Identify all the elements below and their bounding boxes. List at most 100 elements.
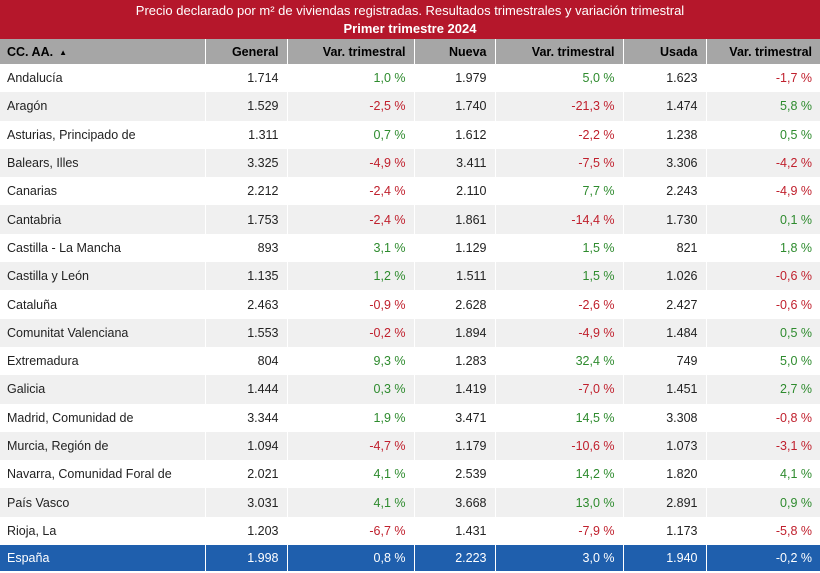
cell-var-nueva: 7,7 % — [494, 177, 623, 206]
cell-nueva: 1.612 — [413, 120, 495, 149]
cell-var-usada: -4,2 % — [705, 148, 820, 178]
cell-var-general: -6,7 % — [286, 516, 414, 546]
cell-var-usada: 5,8 % — [705, 92, 820, 121]
cell-general: 1.444 — [204, 375, 287, 404]
table-row: Galicia 1.444 0,3 % 1.419 -7,0 % 1.451 2,7 % — [0, 375, 820, 404]
cell-var-general: 1,2 % — [286, 262, 414, 291]
cell-usada: 749 — [622, 346, 706, 376]
cell-nueva: 1.894 — [413, 318, 495, 347]
cell-var-general: 1,9 % — [286, 403, 414, 432]
cell-var-nueva: -21,3 % — [494, 92, 623, 121]
cell-general: 1.529 — [204, 92, 287, 121]
cell-var-usada: -0,8 % — [705, 403, 820, 432]
cell-usada: 1.940 — [622, 545, 706, 572]
sort-ascending-icon[interactable]: ▲ — [59, 47, 67, 57]
cell-general: 1.311 — [204, 120, 287, 149]
table-body: Andalucía 1.714 1,0 % 1.979 5,0 % 1.623 -1,7 %… — [0, 64, 820, 572]
cell-general: 2.021 — [204, 460, 287, 489]
header-var-usada[interactable]: Var. trimestral — [705, 39, 820, 64]
header-nueva[interactable]: Nueva — [413, 39, 495, 64]
cell-nueva: 1.861 — [413, 205, 495, 234]
title-line-2: Primer trimestre 2024 — [343, 20, 477, 36]
cell-region: Extremadura — [0, 346, 205, 376]
cell-general: 893 — [204, 233, 287, 263]
table-row: Canarias 2.212 -2,4 % 2.110 7,7 % 2.243 -4,9 % — [0, 177, 820, 206]
cell-region: Canarias — [0, 177, 205, 206]
cell-region: Asturias, Principado de — [0, 120, 205, 149]
cell-var-general: -2,4 % — [286, 205, 414, 234]
cell-var-usada: 4,1 % — [705, 460, 820, 489]
cell-var-nueva: 5,0 % — [494, 64, 623, 93]
cell-var-general: 0,8 % — [286, 545, 414, 572]
cell-nueva: 2.539 — [413, 460, 495, 489]
table-title: Precio declarado por m² de viviendas reg… — [0, 0, 820, 39]
cell-general: 2.212 — [204, 177, 287, 206]
table-row: Madrid, Comunidad de 3.344 1,9 % 3.471 14,5 … — [0, 403, 820, 432]
table-row: Aragón 1.529 -2,5 % 1.740 -21,3 % 1.474 5,8 % — [0, 92, 820, 121]
cell-var-usada: -4,9 % — [705, 177, 820, 206]
cell-region: Rioja, La — [0, 516, 205, 546]
cell-var-usada: -0,6 % — [705, 262, 820, 291]
cell-var-usada: -0,6 % — [705, 290, 820, 319]
header-usada[interactable]: Usada — [622, 39, 706, 64]
cell-nueva: 3.471 — [413, 403, 495, 432]
cell-region: Galicia — [0, 375, 205, 404]
cell-nueva: 1.740 — [413, 92, 495, 121]
cell-region: Castilla - La Mancha — [0, 233, 205, 263]
header-var-general[interactable]: Var. trimestral — [286, 39, 414, 64]
cell-usada: 1.451 — [622, 375, 706, 404]
cell-general: 1.998 — [204, 545, 287, 572]
cell-usada: 1.484 — [622, 318, 706, 347]
cell-general: 804 — [204, 346, 287, 376]
header-general[interactable]: General — [204, 39, 287, 64]
cell-var-nueva: 1,5 % — [494, 262, 623, 291]
cell-region: Cantabria — [0, 205, 205, 234]
cell-var-general: 4,1 % — [286, 488, 414, 517]
cell-var-usada: 2,7 % — [705, 375, 820, 404]
cell-region: Murcia, Región de — [0, 431, 205, 461]
cell-var-usada: 1,8 % — [705, 233, 820, 263]
cell-general: 2.463 — [204, 290, 287, 319]
cell-var-general: 4,1 % — [286, 460, 414, 489]
price-table: CC. AA. ▲ General Var. trimestral Nueva V… — [0, 39, 820, 572]
cell-general: 1.714 — [204, 64, 287, 93]
header-ccaa[interactable]: CC. AA. ▲ — [0, 39, 205, 64]
table-row: Castilla y León 1.135 1,2 % 1.511 1,5 % 1.026… — [0, 262, 820, 291]
cell-var-nueva: -10,6 % — [494, 431, 623, 461]
cell-var-general: -4,7 % — [286, 431, 414, 461]
cell-var-nueva: 32,4 % — [494, 346, 623, 376]
cell-var-nueva: 1,5 % — [494, 233, 623, 263]
cell-usada: 3.306 — [622, 148, 706, 178]
cell-nueva: 3.668 — [413, 488, 495, 517]
cell-var-usada: 0,9 % — [705, 488, 820, 517]
title-line-1: Precio declarado por m² de viviendas reg… — [135, 2, 685, 18]
cell-general: 1.203 — [204, 516, 287, 546]
cell-usada: 1.073 — [622, 431, 706, 461]
cell-var-general: 0,7 % — [286, 120, 414, 149]
cell-var-general: -2,5 % — [286, 92, 414, 121]
cell-var-nueva: -7,0 % — [494, 375, 623, 404]
table-row: Andalucía 1.714 1,0 % 1.979 5,0 % 1.623 -1,7 % — [0, 64, 820, 93]
table-row: Castilla - La Mancha 893 3,1 % 1.129 1,5 % 82… — [0, 233, 820, 263]
cell-var-nueva: -4,9 % — [494, 318, 623, 347]
cell-var-general: -0,9 % — [286, 290, 414, 319]
table-row: Cataluña 2.463 -0,9 % 2.628 -2,6 % 2.427 -0,6 … — [0, 290, 820, 319]
cell-nueva: 3.411 — [413, 148, 495, 178]
cell-region: Navarra, Comunidad Foral de — [0, 460, 205, 489]
cell-nueva: 1.511 — [413, 262, 495, 291]
cell-region: Andalucía — [0, 64, 205, 93]
cell-region: Comunitat Valenciana — [0, 318, 205, 347]
cell-usada: 1.474 — [622, 92, 706, 121]
cell-nueva: 1.431 — [413, 516, 495, 546]
cell-general: 1.135 — [204, 262, 287, 291]
cell-usada: 1.730 — [622, 205, 706, 234]
table-row: Comunitat Valenciana 1.553 -0,2 % 1.894 -4,9… — [0, 318, 820, 347]
cell-usada: 1.820 — [622, 460, 706, 489]
cell-var-nueva: -7,5 % — [494, 148, 623, 178]
cell-var-usada: 0,5 % — [705, 120, 820, 149]
cell-var-nueva: 14,2 % — [494, 460, 623, 489]
header-var-nueva[interactable]: Var. trimestral — [494, 39, 623, 64]
cell-nueva: 1.419 — [413, 375, 495, 404]
cell-var-general: -4,9 % — [286, 148, 414, 178]
cell-var-usada: 0,1 % — [705, 205, 820, 234]
